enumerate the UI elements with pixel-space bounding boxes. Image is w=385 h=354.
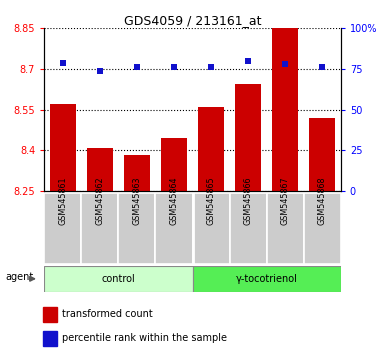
Text: GSM545865: GSM545865 [206,176,216,225]
Bar [304,193,341,264]
Text: transformed count: transformed count [62,309,152,319]
Bar [44,266,192,292]
Bar [309,118,335,191]
Point [134,64,140,70]
Text: GSM545863: GSM545863 [132,176,141,225]
Point [60,60,66,65]
Bar [192,193,229,264]
Bar [272,22,298,191]
Point [245,58,251,64]
Bar [124,154,150,191]
Text: GSM545862: GSM545862 [95,176,104,225]
Text: GSM545861: GSM545861 [58,176,67,225]
Point [208,64,214,70]
Point [282,61,288,67]
Text: control: control [102,274,135,284]
Bar [43,307,57,322]
Bar [43,331,57,346]
Text: GSM545868: GSM545868 [318,176,327,225]
Text: GSM545866: GSM545866 [244,176,253,225]
Text: GSM545867: GSM545867 [281,176,290,225]
Title: GDS4059 / 213161_at: GDS4059 / 213161_at [124,14,261,27]
Point [97,68,103,74]
Bar [50,104,76,191]
Point [171,64,177,70]
Text: agent: agent [5,273,33,282]
Bar [44,193,81,264]
Bar [81,193,119,264]
Bar [267,193,304,264]
Bar [156,193,192,264]
Text: γ-tocotrienol: γ-tocotrienol [236,274,298,284]
Text: percentile rank within the sample: percentile rank within the sample [62,333,226,343]
Bar [161,138,187,191]
Bar [198,107,224,191]
Point [319,64,325,70]
Bar [192,266,341,292]
Bar [229,193,266,264]
Bar [87,148,113,191]
Bar [235,84,261,191]
Bar [119,193,156,264]
Text: GSM545864: GSM545864 [169,176,179,225]
